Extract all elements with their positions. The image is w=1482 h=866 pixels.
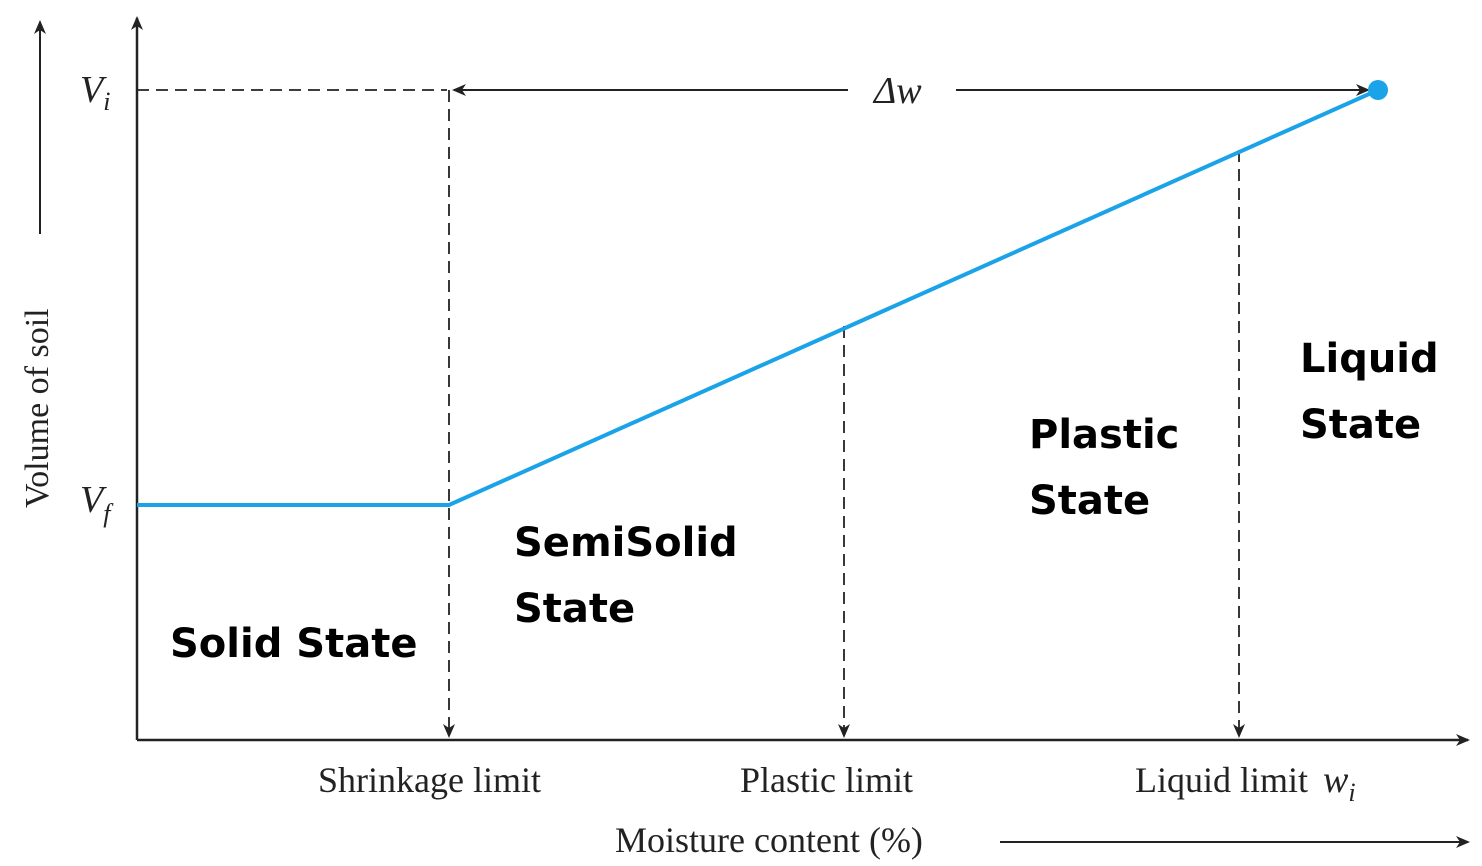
liquid-state-label-line2: State: [1300, 402, 1421, 448]
y-tick-vi: Vi: [80, 69, 110, 116]
plastic-state-label-line2: State: [1029, 478, 1150, 524]
liquid-limit-text: Liquid limit: [1135, 760, 1308, 800]
solid-state-label: Solid State: [170, 621, 417, 667]
y-axis-label: Volume of soil: [19, 308, 56, 508]
y-tick-vf: Vf: [80, 479, 114, 528]
liquid-limit-label: Liquid limit wi: [1135, 759, 1356, 807]
y-tick-vf-sub: f: [103, 499, 114, 528]
y-tick-vi-main: V: [80, 69, 107, 111]
liquid-limit-symbol: w: [1323, 759, 1349, 801]
semisolid-state-label-line2: State: [514, 586, 635, 632]
delta-w-label: Δw: [872, 70, 922, 112]
x-axis-label: Moisture content (%): [615, 820, 923, 860]
initial-point-marker: [1368, 80, 1388, 100]
shrinkage-limit-label: Shrinkage limit: [318, 760, 541, 800]
liquid-state-label-line1: Liquid: [1300, 336, 1439, 382]
y-tick-vf-main: V: [80, 479, 107, 521]
plastic-state-label-line1: Plastic: [1029, 412, 1179, 458]
volume-curve: [137, 88, 1379, 507]
y-tick-vi-sub: i: [103, 87, 110, 116]
plastic-limit-label: Plastic limit: [740, 760, 913, 800]
liquid-limit-symbol-sub: i: [1348, 778, 1355, 807]
semisolid-state-label-line1: SemiSolid: [514, 520, 738, 566]
